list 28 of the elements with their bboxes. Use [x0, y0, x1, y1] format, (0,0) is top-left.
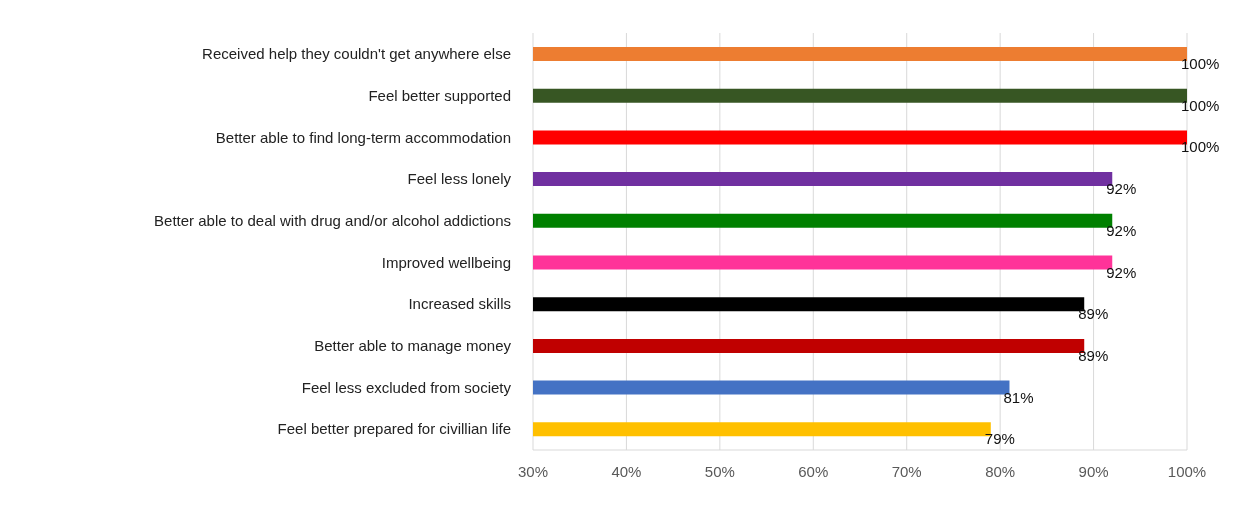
data-label: 92% [1106, 263, 1137, 281]
data-label: 89% [1078, 346, 1109, 364]
y-tick-label: Better able to deal with drug and/or alcohol addictions [154, 211, 511, 229]
x-tick-label: 90% [1078, 462, 1109, 480]
x-tick-label: 30% [517, 462, 549, 480]
data-label: 81% [1003, 388, 1034, 406]
y-tick-label: Improved wellbeing [381, 253, 511, 271]
x-tick-label: 40% [611, 462, 642, 480]
data-label: 92% [1106, 180, 1137, 198]
x-tick-label: 100% [1167, 462, 1207, 480]
data-label: 89% [1078, 305, 1109, 323]
y-tick-label: Better able to find long-term accommodation [215, 128, 511, 146]
data-label: 79% [984, 430, 1015, 448]
x-tick-label: 80% [985, 462, 1016, 480]
y-tick-label: Feel less lonely [407, 170, 512, 188]
data-label: 100% [1181, 138, 1220, 156]
y-tick-label: Feel less excluded from society [301, 378, 512, 396]
x-tick-label: 60% [798, 462, 829, 480]
data-label: 100% [1181, 55, 1220, 72]
y-tick-label: Better able to manage money [314, 337, 512, 355]
y-tick-label: Received help they couldn't get anywhere else [202, 45, 511, 63]
data-label: 100% [1181, 96, 1220, 114]
x-tick-label: 70% [891, 462, 922, 480]
x-tick-label: 50% [704, 462, 735, 480]
data-label: 92% [1106, 221, 1137, 239]
y-tick-label: Feel better supported [368, 86, 511, 104]
y-tick-label: Increased skills [408, 295, 511, 313]
y-tick-label: Feel better prepared for civillian life [277, 420, 511, 438]
